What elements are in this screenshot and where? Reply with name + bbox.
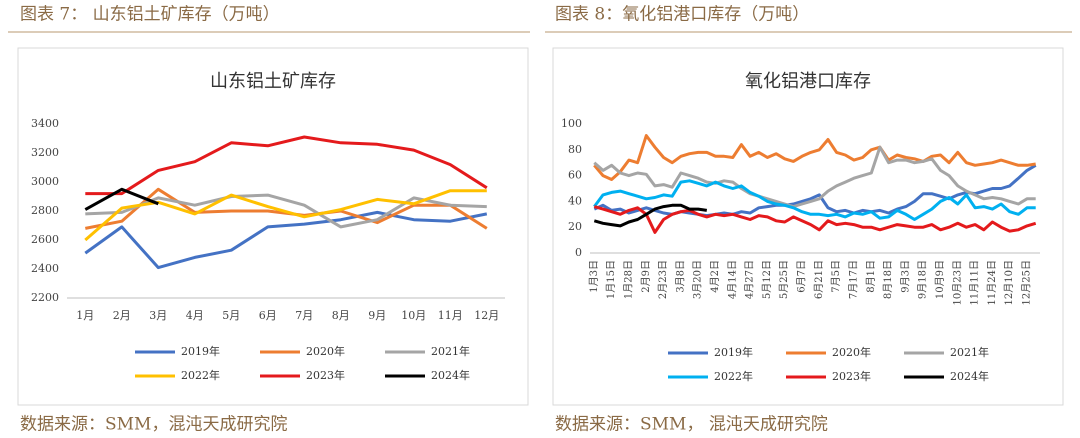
x-tick-label: 8月 [332,309,350,322]
x-tick-label: 8月1日 [865,260,877,293]
x-tick-label: 1月 [76,309,94,322]
series-line [84,210,488,270]
y-tick-label: 100 [561,117,582,130]
x-tick-label: 4月14日 [726,260,738,299]
x-tick-label: 10月23日 [951,260,963,305]
y-tick-label: 2800 [31,204,59,217]
x-tick-label: 9月3日 [899,260,911,293]
x-tick-label: 11月24日 [986,260,998,305]
x-tick-label: 12月25日 [1021,260,1033,305]
y-tick-label: 3000 [31,175,59,188]
y-tick-label: 3400 [31,117,59,130]
x-tick-label: 8月18日 [882,260,894,299]
legend-label: 2023年 [832,369,871,383]
x-tick-label: 7月 [295,309,313,322]
x-tick-label: 6月21日 [813,260,825,299]
legend-label: 2020年 [832,345,871,359]
x-tick-label: 12月 [474,309,499,322]
y-tick-label: 80 [568,143,582,156]
series-line [593,205,1037,234]
legend-label: 2019年 [714,345,753,359]
x-tick-label: 3月 [149,309,167,322]
x-tick-label: 11月11日 [969,260,981,305]
x-tick-label: 3月20日 [692,260,704,299]
y-tick-label: 2600 [31,233,59,246]
x-tick-label: 7月17日 [847,260,859,299]
series-line [593,145,1036,209]
series-line [84,189,487,242]
x-tick-label: 4月2日 [709,260,721,293]
series-line [593,179,1036,221]
y-tick-label: 40 [568,194,582,207]
series-line [593,134,1036,181]
caption: 图表 8：氧化铝港口库存（万吨） [555,5,809,25]
legend-label: 2022年 [181,368,220,382]
x-tick-label: 1月15日 [605,260,617,299]
x-tick-label: 6月 [259,309,277,322]
legend-label: 2024年 [950,369,989,383]
y-tick-label: 2200 [31,291,59,304]
legend-label: 2024年 [431,368,470,382]
legend-label: 2021年 [950,345,989,359]
x-tick-label: 9月18日 [917,260,929,299]
x-tick-label: 10月 [401,309,426,322]
legend-label: 2021年 [431,344,470,358]
legend-label: 2023年 [306,368,345,382]
y-tick-label: 60 [568,169,582,182]
legend-label: 2019年 [181,344,220,358]
x-tick-label: 2月9日 [640,260,652,293]
x-tick-label: 5月12日 [761,260,773,299]
x-tick-label: 4月27日 [744,260,756,299]
legend-label: 2022年 [714,369,753,383]
series-line [593,203,708,228]
x-tick-label: 3月8日 [674,260,686,293]
series-line [84,187,159,211]
caption: 图表 7： 山东铝土矿库存（万吨） [20,5,280,25]
x-tick-label: 9月 [368,309,386,322]
x-tick-label: 5月25日 [778,260,790,299]
x-tick-label: 2月 [113,309,131,322]
x-tick-label: 12月10日 [1003,260,1015,305]
x-tick-label: 1月3日 [588,260,600,293]
x-tick-label: 5月 [222,309,240,322]
x-tick-label: 2月23日 [657,260,669,299]
x-tick-label: 4月 [186,309,204,322]
series-line [85,135,488,196]
y-tick-label: 3200 [31,146,59,159]
source: 数据来源：SMM， 混沌天成研究院 [555,415,828,435]
x-tick-label: 11月 [438,309,463,322]
legend-label: 2020年 [306,344,345,358]
x-tick-label: 7月5日 [830,260,842,293]
x-tick-label: 6月7日 [796,260,808,293]
series-line [593,164,1037,218]
x-tick-label: 10月9日 [934,260,946,299]
x-tick-label: 1月28日 [622,260,634,299]
y-tick-label: 0 [575,246,582,259]
y-tick-label: 2400 [31,262,59,275]
y-tick-label: 20 [568,220,582,233]
chart-title: 氧化铝港口库存 [745,71,871,92]
chart-title: 山东铝土矿库存 [210,71,336,92]
source: 数据来源：SMM，混沌天成研究院 [20,415,287,435]
